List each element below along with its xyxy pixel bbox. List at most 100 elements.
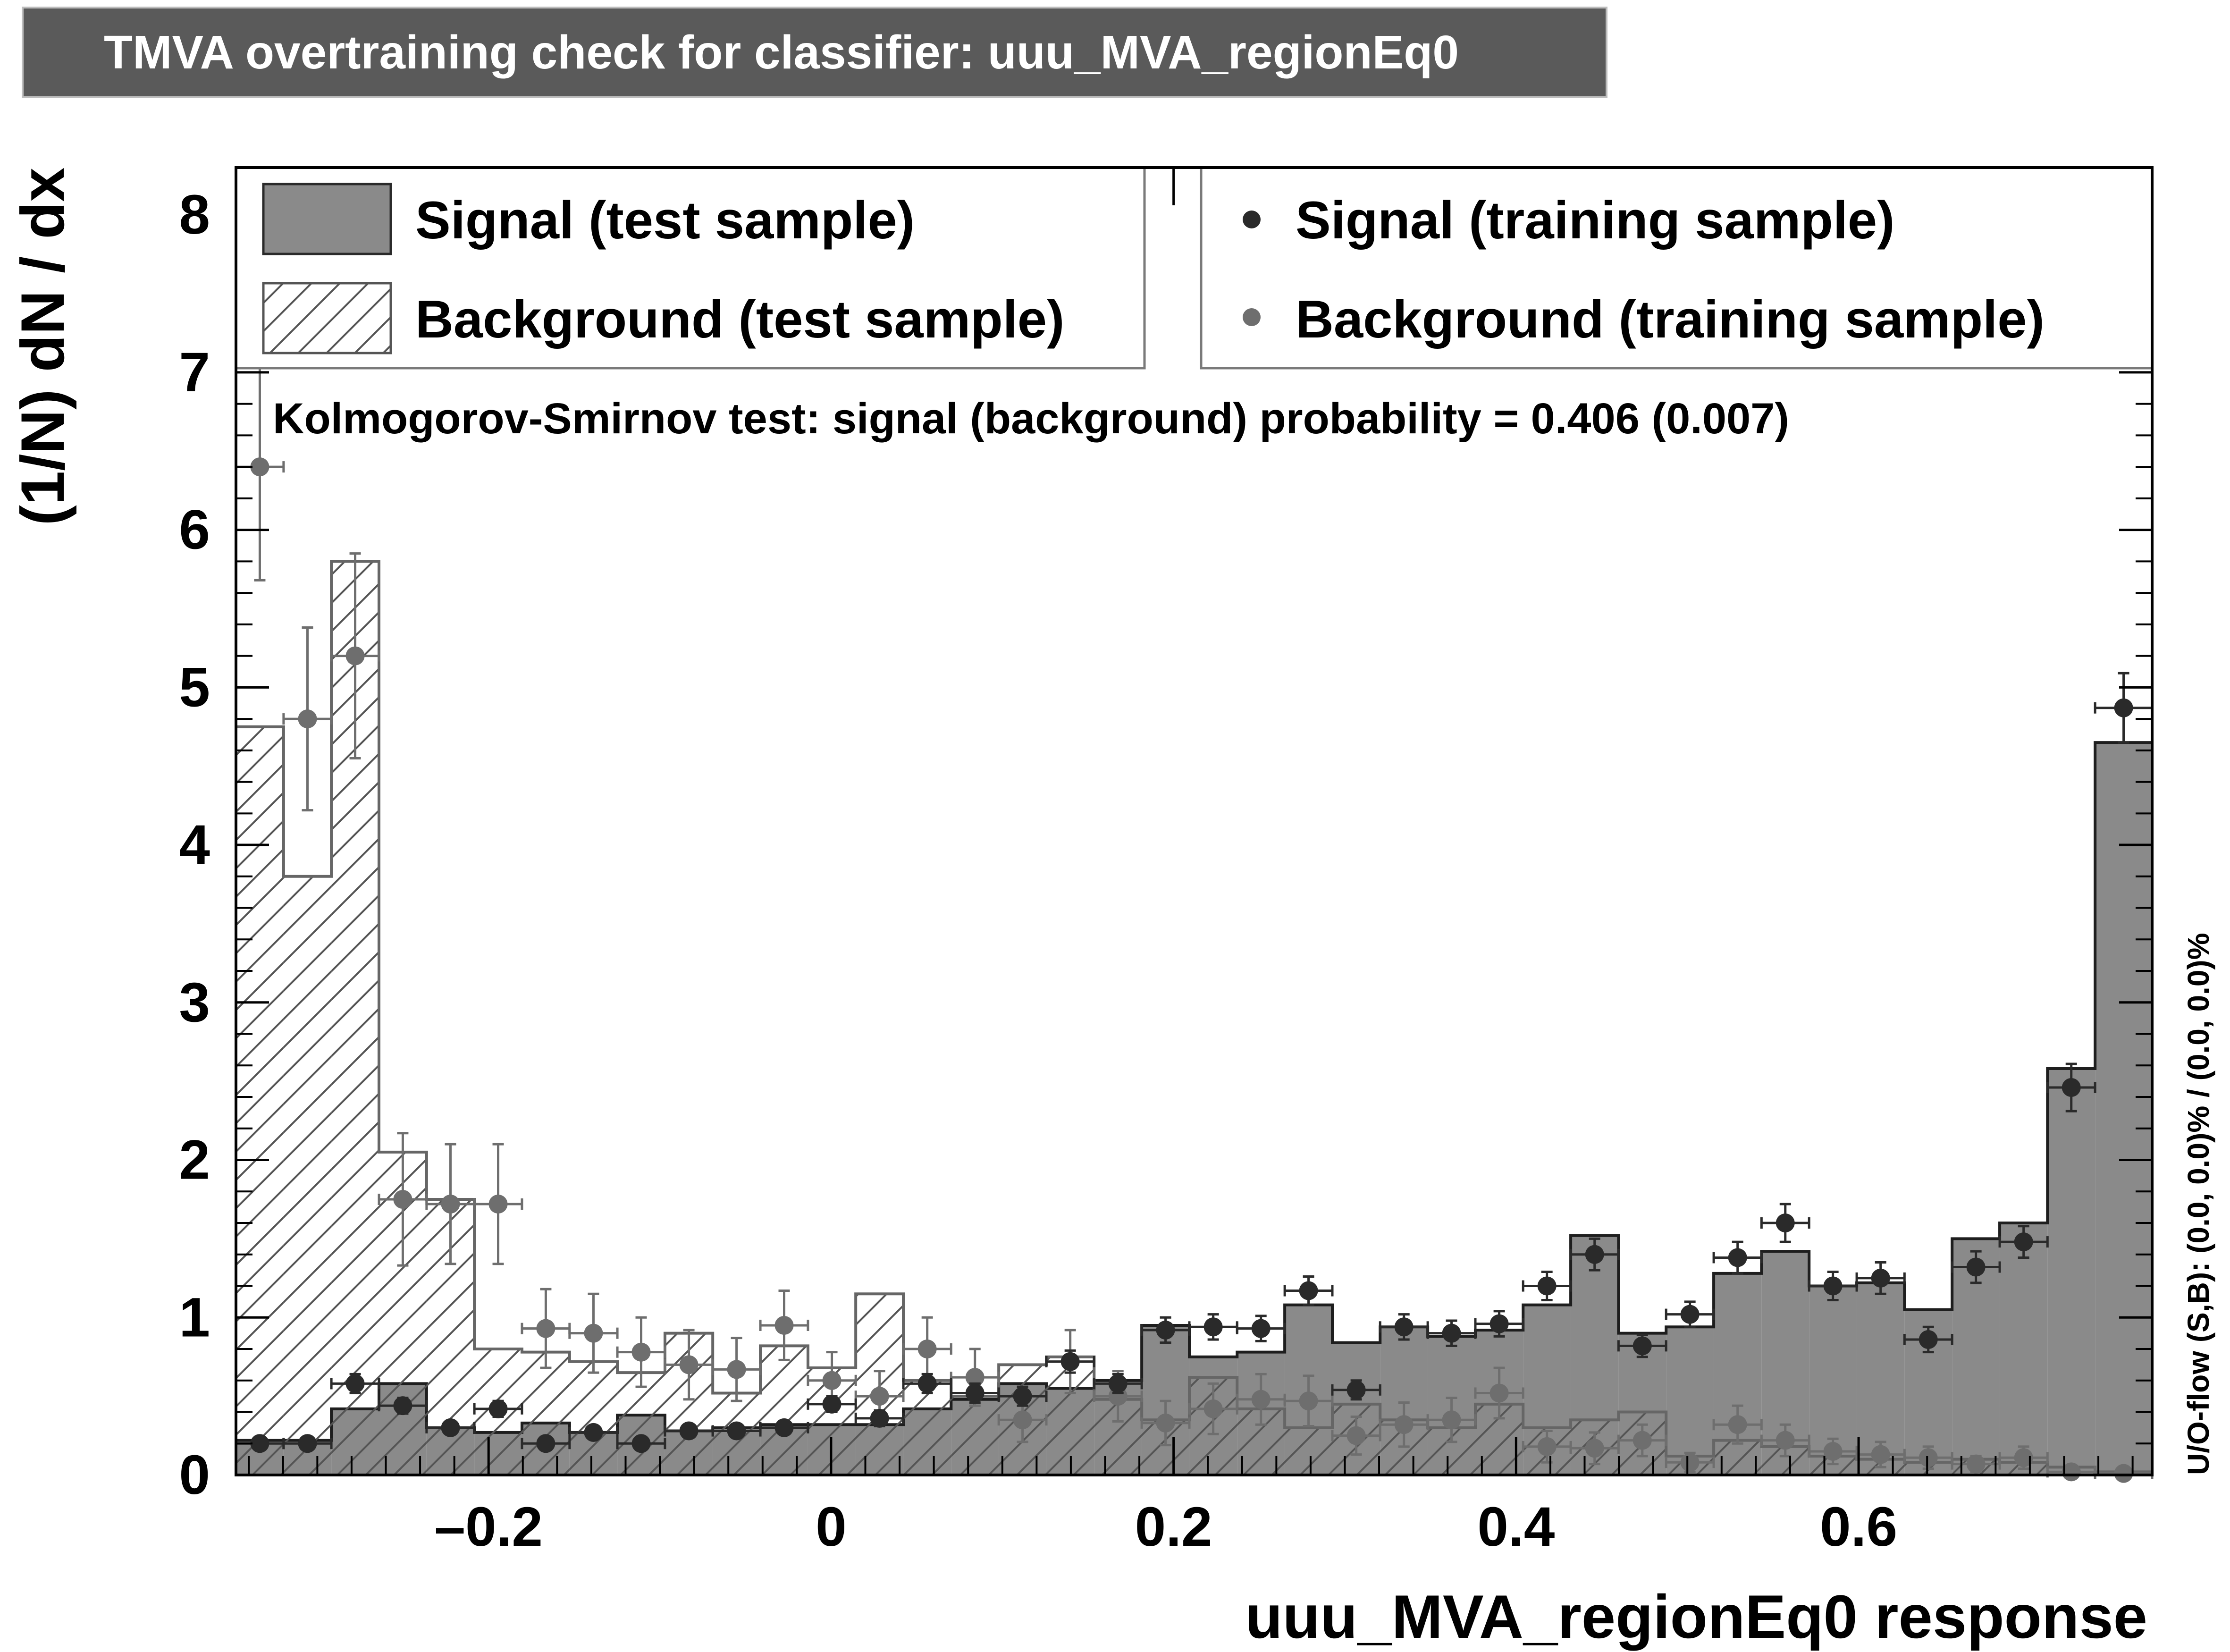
signal-train-point bbox=[378, 1396, 428, 1416]
signal-train-point bbox=[1951, 1250, 2001, 1284]
signal-train-point bbox=[616, 1434, 666, 1453]
signal-train-point bbox=[568, 1423, 619, 1442]
background-train-point bbox=[1426, 1396, 1477, 1443]
signal-train-point bbox=[282, 1434, 333, 1453]
signal-train-point bbox=[1569, 1237, 1620, 1272]
signal-train-point bbox=[2094, 672, 2154, 744]
background-train-point bbox=[1712, 1404, 1763, 1445]
background-train-point bbox=[473, 1143, 523, 1265]
background-train-point bbox=[854, 1370, 905, 1423]
legend-background-test-label: Background (test sample) bbox=[415, 290, 1064, 349]
background-train-point bbox=[1283, 1374, 1334, 1428]
background-train-point bbox=[1569, 1431, 1620, 1466]
signal-train-point bbox=[950, 1382, 1000, 1404]
background-train-point bbox=[1474, 1366, 1524, 1420]
background-train-point bbox=[1236, 1373, 1286, 1426]
x-tick-label: 0.2 bbox=[1135, 1496, 1212, 1558]
signal-test-bar bbox=[2047, 1068, 2095, 1475]
background-train-point bbox=[568, 1292, 619, 1374]
x-tick-label: 0.4 bbox=[1477, 1496, 1555, 1558]
background-test-bar bbox=[760, 1346, 808, 1475]
background-test-bar bbox=[569, 1361, 618, 1475]
legend-background-test-swatch bbox=[262, 282, 392, 354]
y-tick-label: 5 bbox=[179, 656, 210, 718]
signal-train-point bbox=[1474, 1310, 1524, 1338]
y-tick-label: 7 bbox=[179, 341, 210, 404]
legend-signal-train-label: Signal (training sample) bbox=[1296, 191, 1895, 250]
overflow-label: U/O-flow (S,B): (0.0, 0.0)% / (0.0, 0.0)… bbox=[2181, 933, 2215, 1475]
background-train-point bbox=[1998, 1445, 2049, 1470]
background-train-point bbox=[282, 626, 333, 812]
background-test-bar bbox=[903, 1380, 951, 1475]
background-train-point bbox=[1188, 1382, 1238, 1435]
background-train-point bbox=[1951, 1454, 2001, 1474]
background-train-point bbox=[1617, 1423, 1667, 1458]
signal-train-point bbox=[1998, 1225, 2049, 1259]
background-train-point bbox=[950, 1348, 1000, 1407]
signal-train-point bbox=[759, 1418, 809, 1437]
signal-train-point bbox=[1379, 1313, 1429, 1341]
signal-train-point bbox=[1522, 1270, 1572, 1302]
background-train-point bbox=[330, 552, 380, 760]
signal-train-point bbox=[2046, 1062, 2096, 1113]
signal-train-point bbox=[1331, 1379, 1381, 1401]
signal-train-point bbox=[807, 1394, 857, 1414]
background-train-point bbox=[902, 1316, 952, 1382]
background-test-bar bbox=[617, 1373, 665, 1475]
y-tick-label: 3 bbox=[179, 971, 210, 1034]
legend-background-train-label: Background (training sample) bbox=[1296, 290, 2045, 349]
signal-train-point bbox=[997, 1385, 1048, 1407]
legend-train-box bbox=[1200, 166, 2154, 370]
legend-signal-train-marker bbox=[1243, 211, 1261, 228]
background-train-point bbox=[378, 1132, 428, 1267]
signal-train-point bbox=[1236, 1315, 1286, 1342]
y-tick-label: 2 bbox=[179, 1129, 210, 1191]
x-axis-title: uuu_MVA_regionEq0 response bbox=[1245, 1582, 2147, 1651]
background-train-point bbox=[616, 1316, 666, 1388]
x-tick-label: 0.6 bbox=[1820, 1496, 1897, 1558]
signal-train-point bbox=[521, 1434, 571, 1453]
signal-test-bar bbox=[2095, 742, 2152, 1475]
background-train-point bbox=[1760, 1423, 1810, 1458]
background-train-point bbox=[1855, 1441, 1906, 1468]
background-train-point bbox=[759, 1290, 809, 1361]
chart-title: TMVA overtraining check for classifier: … bbox=[22, 7, 1607, 98]
signal-train-point bbox=[1426, 1319, 1477, 1347]
background-test-bar bbox=[1285, 1427, 1333, 1475]
background-test-bar bbox=[522, 1352, 570, 1475]
signal-train-point bbox=[1045, 1349, 1095, 1374]
signal-test-bar bbox=[1666, 1327, 1714, 1475]
background-train-point bbox=[711, 1337, 762, 1402]
signal-train-point bbox=[425, 1418, 476, 1437]
signal-train-point bbox=[330, 1373, 380, 1394]
signal-test-bar bbox=[2000, 1223, 2048, 1475]
signal-train-point bbox=[854, 1408, 905, 1428]
background-train-point bbox=[1140, 1399, 1191, 1447]
background-test-bar bbox=[236, 726, 284, 1475]
signal-train-point bbox=[1712, 1240, 1763, 1275]
background-test-bar bbox=[283, 876, 332, 1475]
signal-train-point bbox=[1283, 1275, 1334, 1306]
background-train-point bbox=[521, 1288, 571, 1369]
y-tick-label: 1 bbox=[179, 1286, 210, 1349]
signal-train-point bbox=[1760, 1203, 1810, 1243]
background-test-bar bbox=[951, 1396, 999, 1475]
background-train-point bbox=[1665, 1451, 1715, 1473]
signal-train-point bbox=[1808, 1270, 1858, 1302]
signal-train-point bbox=[1188, 1313, 1238, 1341]
x-tick-label: 0 bbox=[816, 1496, 847, 1558]
signal-train-point bbox=[902, 1373, 952, 1394]
y-tick-label: 0 bbox=[179, 1444, 210, 1506]
signal-train-point bbox=[1093, 1373, 1143, 1394]
legend-background-train-marker bbox=[1243, 308, 1261, 326]
y-axis-title: (1/N) dN / dx bbox=[8, 168, 77, 525]
signal-train-point bbox=[1903, 1325, 1953, 1354]
signal-train-point bbox=[1617, 1333, 1667, 1358]
plot-frame bbox=[235, 166, 2154, 1476]
signal-train-point bbox=[1665, 1300, 1715, 1328]
legend-signal-test-swatch bbox=[262, 183, 392, 255]
y-tick-label: 4 bbox=[179, 814, 210, 876]
legend-signal-test-label: Signal (test sample) bbox=[415, 191, 915, 250]
signal-train-point bbox=[473, 1399, 523, 1418]
